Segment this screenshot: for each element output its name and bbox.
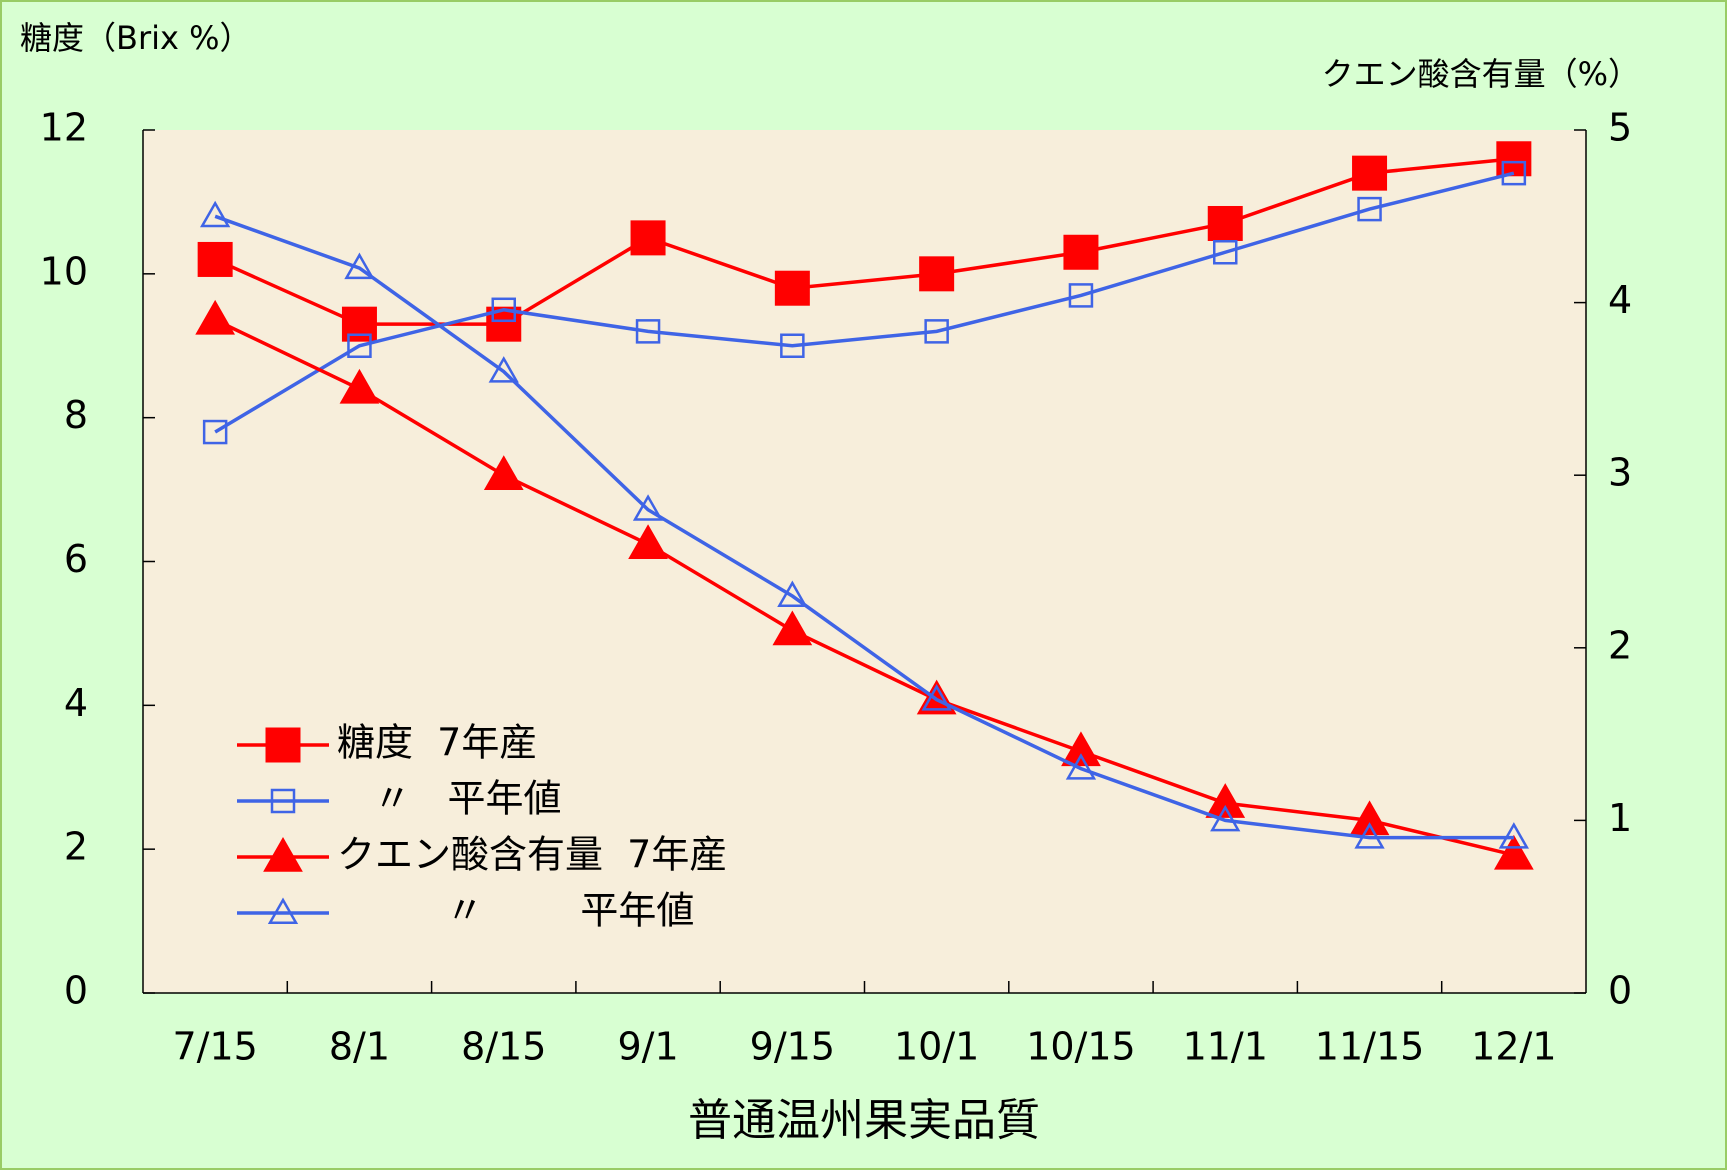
series-line [214, 318, 1515, 857]
legend-marker [267, 897, 299, 924]
x-tick-label: 9/15 [750, 1025, 835, 1069]
x-tick-label: 10/15 [1026, 1025, 1136, 1069]
data-point [202, 419, 228, 445]
legend-marker [263, 836, 303, 872]
data-point [1207, 205, 1243, 241]
data-point [1065, 753, 1097, 780]
data-point [774, 270, 810, 306]
data-point [1061, 731, 1101, 767]
y2-axis-title: クエン酸含有量（%） [1322, 55, 1640, 93]
data-point [919, 256, 955, 292]
series-line [214, 157, 1515, 326]
y-tick-label: 12 [40, 106, 88, 150]
chart-title: 普通温州果実品質 [688, 1095, 1040, 1146]
data-point [630, 220, 666, 256]
data-point [1349, 800, 1390, 836]
data-point [1493, 834, 1534, 870]
data-point [772, 610, 813, 646]
data-point [483, 455, 524, 490]
data-point [921, 684, 952, 711]
y-tick-label: 10 [40, 249, 88, 293]
x-tick-label: 9/1 [617, 1025, 678, 1069]
legend-marker [265, 727, 301, 763]
data-point [1210, 804, 1241, 832]
legend-label: 〃 平年値 [337, 889, 694, 933]
y2-tick-label: 5 [1608, 106, 1632, 150]
y-tick-label: 8 [64, 393, 88, 437]
x-tick-label: 10/1 [894, 1025, 979, 1069]
legend-label: クエン酸含有量 7年産 [337, 833, 727, 877]
y-tick-label: 0 [64, 969, 88, 1013]
data-point [1354, 822, 1385, 849]
y-tick-label: 4 [64, 681, 88, 725]
x-tick-label: 8/15 [461, 1025, 546, 1069]
y-tick-label: 2 [64, 825, 88, 869]
data-point [924, 319, 949, 344]
legend-label: 糖度 7年産 [337, 721, 537, 765]
y2-tick-label: 0 [1608, 969, 1632, 1013]
y-axis-title: 糖度（Brix %） [20, 19, 252, 57]
data-point [1352, 155, 1388, 191]
data-point [635, 319, 661, 344]
data-point [1063, 234, 1099, 270]
data-point [1213, 240, 1238, 265]
data-point [347, 333, 372, 358]
data-point [1498, 822, 1530, 849]
data-point [491, 297, 516, 323]
data-point [1501, 160, 1527, 186]
legend-label: 〃 平年値 [337, 777, 561, 821]
y2-tick-label: 2 [1608, 623, 1632, 667]
y-tick-label: 6 [64, 537, 88, 581]
x-tick-label: 11/15 [1315, 1025, 1425, 1069]
data-point [1357, 196, 1382, 222]
y2-tick-label: 1 [1608, 796, 1632, 840]
series-line [214, 214, 1514, 840]
x-tick-label: 8/1 [329, 1025, 390, 1069]
data-point [628, 524, 668, 559]
data-point [632, 494, 664, 521]
x-tick-label: 7/15 [172, 1025, 257, 1069]
data-point [1205, 783, 1246, 818]
y2-tick-label: 4 [1608, 278, 1632, 322]
data-point [777, 580, 808, 608]
data-point [199, 200, 231, 228]
data-point [780, 333, 805, 358]
data-point [1068, 283, 1094, 308]
data-point [197, 241, 233, 277]
y2-tick-label: 3 [1608, 451, 1632, 495]
legend-marker [270, 788, 296, 814]
data-point [339, 368, 380, 404]
data-point [488, 356, 519, 383]
x-tick-label: 11/1 [1183, 1025, 1268, 1069]
series-line [214, 171, 1515, 434]
x-tick-label: 12/1 [1471, 1025, 1556, 1069]
plot-area [143, 130, 1586, 993]
data-point [195, 299, 236, 335]
data-point [344, 252, 375, 280]
